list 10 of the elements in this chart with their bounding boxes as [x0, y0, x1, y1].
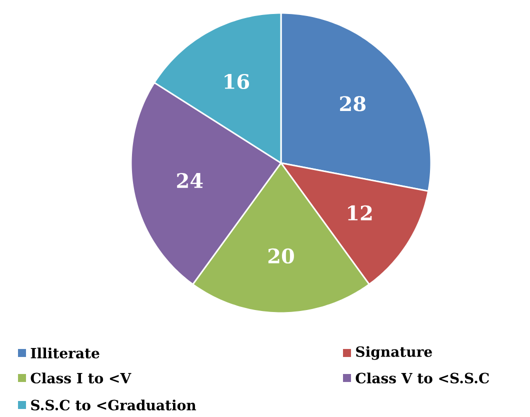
- data-label: 12: [348, 205, 372, 220]
- legend-label: Signature: [356, 346, 432, 360]
- legend-label: Illiterate: [30, 348, 100, 358]
- data-label: 24: [177, 173, 203, 188]
- data-label: 20: [268, 248, 294, 264]
- data-label: 28: [340, 96, 366, 112]
- legend-label: Class V to <S.S.C: [356, 372, 489, 384]
- legend-label: S.S.C to <Graduation: [31, 400, 196, 410]
- legend-label: Class I to <V: [30, 372, 132, 384]
- data-label: 16: [224, 74, 250, 90]
